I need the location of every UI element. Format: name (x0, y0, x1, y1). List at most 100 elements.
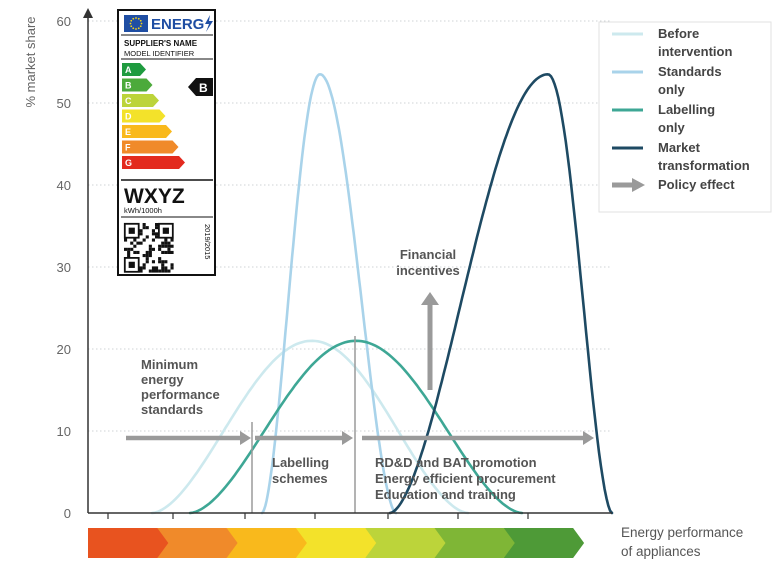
qr-module (161, 241, 165, 245)
legend: Before intervention Standards only Labelling… (598, 21, 772, 213)
legend-label: only (658, 120, 685, 135)
qr-module (164, 266, 168, 270)
qr-module (151, 260, 155, 264)
energy-class-letter: E (125, 127, 131, 137)
y-tick-label: 60 (57, 14, 71, 29)
eu-flag-star (130, 25, 133, 28)
qr-module (164, 250, 168, 254)
qr-module (142, 226, 146, 230)
qr-module (142, 254, 146, 258)
qr-module (161, 263, 165, 267)
policy-arrows (126, 292, 594, 513)
model-identifier: MODEL IDENTIFIER (124, 49, 195, 58)
policy-arrow-financial-head (421, 292, 439, 305)
qr-module (155, 223, 159, 227)
eu-flag-star (139, 19, 142, 22)
legend-policy-arrow-head (632, 178, 645, 192)
scale-segment-3 (226, 528, 307, 558)
qr-module (167, 250, 171, 254)
annotation-rdd: Energy efficient procurement (375, 471, 556, 486)
qr-module (151, 269, 155, 273)
qr-module (145, 257, 149, 261)
qr-module (142, 266, 146, 270)
energy-class-arrow-c (122, 94, 159, 107)
regulation-number: 2019/2015 (203, 224, 212, 259)
y-tick-label: 20 (57, 342, 71, 357)
qr-module (155, 266, 159, 270)
qr-module (148, 254, 152, 258)
qr-module (151, 238, 155, 242)
qr-finder-center (128, 227, 135, 234)
eu-flag-icon (124, 15, 148, 32)
qr-module (155, 226, 159, 230)
qr-module (161, 250, 165, 254)
qr-finder (157, 222, 174, 239)
energy-class-letter: C (125, 96, 132, 106)
qr-module (167, 247, 171, 251)
qr-module (130, 241, 134, 245)
qr-module (145, 226, 149, 230)
qr-finder (123, 256, 140, 273)
legend-label: Labelling (658, 102, 715, 117)
lightning-icon (205, 15, 213, 32)
qr-module (161, 260, 165, 264)
energy-class-letter: G (125, 158, 132, 168)
qr-module (167, 241, 171, 245)
qr-module (164, 244, 168, 248)
qr-module (145, 260, 149, 264)
qr-module (158, 244, 162, 248)
qr-module (148, 250, 152, 254)
annotation-meps: standards (141, 402, 203, 417)
energy-class-letter: A (125, 65, 132, 75)
legend-box (598, 21, 772, 213)
consumption-unit: kWh/1000h (124, 206, 162, 215)
energy-class-letter: B (125, 81, 132, 91)
energy-label-brand: ENERG (151, 16, 204, 33)
x-axis (83, 8, 612, 519)
annotation-labelling: schemes (272, 471, 328, 486)
consumption-value: WXYZ (124, 185, 185, 208)
qr-module (124, 247, 128, 251)
qr-module (161, 244, 165, 248)
x-axis-label-line: of appliances (621, 544, 701, 559)
eu-flag-star (135, 28, 137, 30)
x-axis-label-line: Energy performance (621, 525, 743, 540)
qr-module (155, 269, 159, 273)
qr-finder-center (128, 261, 135, 268)
curve-standards (260, 72, 398, 515)
energy-class-arrow-e (122, 125, 172, 138)
curve-market (388, 72, 614, 515)
rating-letter: B (199, 81, 208, 95)
qr-module (139, 266, 143, 270)
qr-module (158, 247, 162, 251)
qr-module (139, 269, 143, 273)
qr-module (155, 232, 159, 236)
policy-arrow-standards-head (240, 431, 251, 445)
legend-label: Policy effect (658, 177, 735, 192)
distribution-curves (150, 72, 614, 515)
supplier-name: SUPPLIER'S NAME (124, 39, 198, 48)
qr-module (151, 232, 155, 236)
qr-module (124, 238, 128, 242)
curve-before (150, 339, 470, 515)
qr-module (148, 247, 152, 251)
eu-flag-star (135, 17, 137, 19)
curve-labelling (188, 339, 524, 515)
qr-module (164, 238, 168, 242)
annotation-rdd: Education and training (375, 487, 516, 502)
qr-module (151, 266, 155, 270)
eu-flag-star (132, 27, 135, 30)
scale-segment-6 (434, 528, 515, 558)
eu-flag-star (139, 25, 142, 28)
annotation-meps: performance (141, 387, 220, 402)
qr-module (148, 244, 152, 248)
qr-module (170, 263, 174, 267)
qr-module (145, 254, 149, 258)
annotation-labelling: Labelling (272, 455, 329, 470)
energy-class-arrow-a (122, 63, 146, 76)
qr-module (145, 235, 149, 239)
qr-module (167, 269, 171, 273)
qr-module (130, 247, 134, 251)
qr-module (161, 269, 165, 273)
